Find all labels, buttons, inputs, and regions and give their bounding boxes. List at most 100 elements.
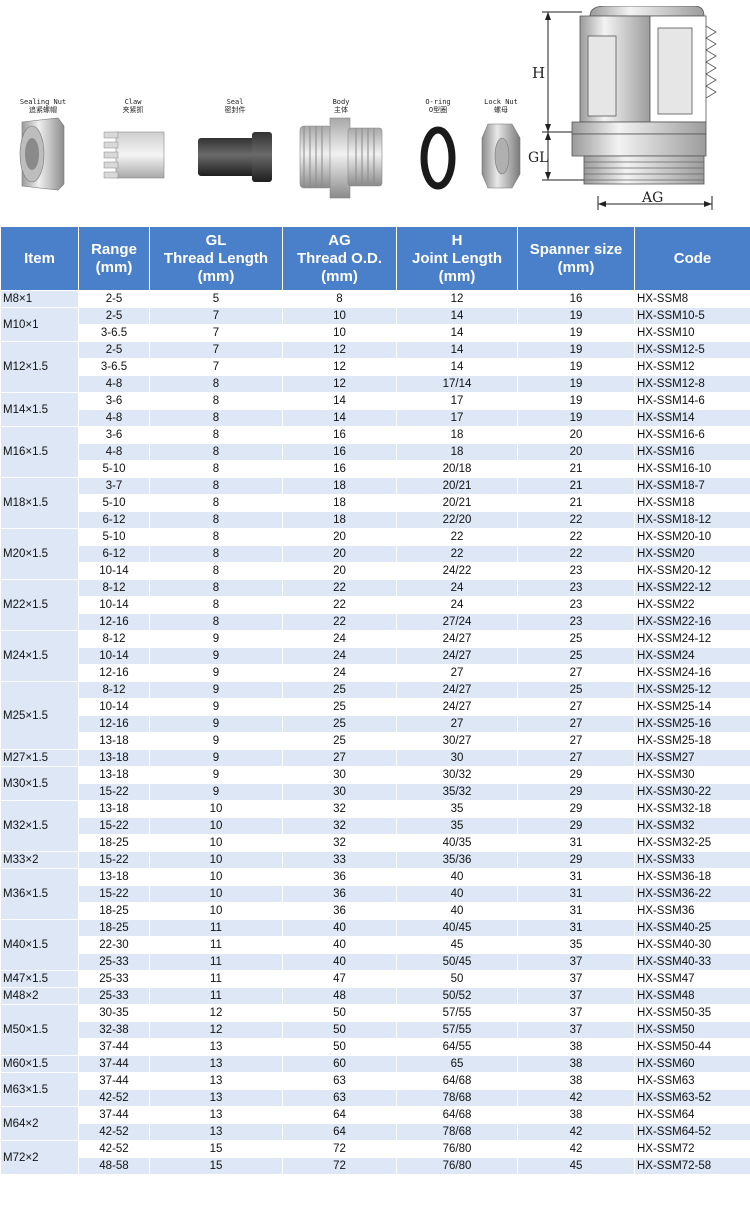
cell-code: HX-SSM40-25 <box>634 919 750 937</box>
table-row: 4-8 8 14 17 19 HX-SSM14 <box>1 409 750 427</box>
cell-gl: 10 <box>149 885 283 903</box>
cell-spanner: 19 <box>517 409 635 427</box>
cell-code: HX-SSM32-25 <box>634 834 750 852</box>
cell-spanner: 19 <box>517 307 635 325</box>
cell-ag: 64 <box>282 1123 397 1141</box>
cell-code: HX-SSM30-22 <box>634 783 750 801</box>
cell-gl: 8 <box>149 579 283 597</box>
cell-h: 76/80 <box>396 1157 518 1175</box>
cell-code: HX-SSM50-44 <box>634 1038 750 1056</box>
cell-ag: 40 <box>282 936 397 954</box>
cell-gl: 10 <box>149 902 283 920</box>
part-claw: Claw 夹紧抓 <box>98 98 168 192</box>
cell-h: 35/36 <box>396 851 518 869</box>
cell-item: M25×1.5 <box>0 681 79 750</box>
cell-gl: 13 <box>149 1123 283 1141</box>
cell-code: HX-SSM16 <box>634 443 750 461</box>
cell-code: HX-SSM12 <box>634 358 750 376</box>
cell-code: HX-SSM36-22 <box>634 885 750 903</box>
cell-item: M10×1 <box>0 307 79 342</box>
table-row: M20×1.5 5-10 8 20 22 22 HX-SSM20-10 <box>0 528 750 580</box>
cell-gl: 10 <box>149 834 283 852</box>
header-code: Code <box>634 226 750 291</box>
cell-h: 57/55 <box>396 1004 518 1022</box>
cell-gl: 11 <box>149 919 283 937</box>
cell-spanner: 42 <box>517 1140 635 1158</box>
part-label-cn: 追紧螺帽 <box>29 106 57 114</box>
cell-gl: 13 <box>149 1089 283 1107</box>
cell-ag: 25 <box>282 698 397 716</box>
cell-code: HX-SSM64-52 <box>634 1123 750 1141</box>
cell-spanner: 27 <box>517 715 635 733</box>
cell-code: HX-SSM20 <box>634 545 750 563</box>
table-row: 18-25 10 36 40 31 HX-SSM36 <box>1 902 750 920</box>
cell-ag: 32 <box>282 834 397 852</box>
cell-spanner: 31 <box>517 834 635 852</box>
table-row: 15-22 10 32 35 29 HX-SSM32 <box>1 817 750 835</box>
cell-gl: 5 <box>149 290 283 308</box>
table-row: 13-18 9 25 30/27 27 HX-SSM25-18 <box>1 732 750 750</box>
cell-gl: 8 <box>149 494 283 512</box>
cell-item: M72×2 <box>0 1140 79 1175</box>
cell-code: HX-SSM12-8 <box>634 375 750 393</box>
cell-spanner: 23 <box>517 613 635 631</box>
cell-code: HX-SSM16-10 <box>634 460 750 478</box>
product-illustration: Sealing Nut 追紧螺帽 Claw 夹紧抓 Seal <box>0 0 750 224</box>
cell-spanner: 27 <box>517 698 635 716</box>
cell-spanner: 42 <box>517 1089 635 1107</box>
cell-ag: 33 <box>282 851 397 869</box>
cell-spanner: 22 <box>517 545 635 563</box>
cell-ag: 18 <box>282 511 397 529</box>
cell-item: M64×2 <box>0 1106 79 1141</box>
cell-ag: 63 <box>282 1072 397 1090</box>
cell-gl: 8 <box>149 596 283 614</box>
cell-ag: 32 <box>282 800 397 818</box>
cell-item: M20×1.5 <box>0 528 79 580</box>
cell-spanner: 21 <box>517 494 635 512</box>
cell-gl: 8 <box>149 460 283 478</box>
cell-spanner: 38 <box>517 1038 635 1056</box>
cell-ag: 50 <box>282 1004 397 1022</box>
cell-range: 13-18 <box>78 749 150 767</box>
table-row: M64×2 37-44 13 64 64/68 38 HX-SSM64 <box>0 1106 750 1141</box>
cell-spanner: 21 <box>517 460 635 478</box>
cell-ag: 20 <box>282 545 397 563</box>
cell-h: 14 <box>396 307 518 325</box>
table-row: M32×1.5 13-18 10 32 35 29 HX-SSM32-18 <box>0 800 750 852</box>
ag-label: AG <box>641 190 663 206</box>
cell-h: 35 <box>396 817 518 835</box>
cell-spanner: 42 <box>517 1123 635 1141</box>
cell-gl: 8 <box>149 528 283 546</box>
cell-h: 27/24 <box>396 613 518 631</box>
cell-gl: 13 <box>149 1038 283 1056</box>
table-row: 3-6.5 7 10 14 19 HX-SSM10 <box>1 324 750 342</box>
cell-range: 6-12 <box>78 545 150 563</box>
cell-h: 50/52 <box>396 987 518 1005</box>
table-row: 3-6.5 7 12 14 19 HX-SSM12 <box>1 358 750 376</box>
cell-spanner: 37 <box>517 1004 635 1022</box>
table-row: 4-8 8 12 17/14 19 HX-SSM12-8 <box>1 375 750 393</box>
cell-ag: 30 <box>282 766 397 784</box>
cell-gl: 12 <box>149 1004 283 1022</box>
part-label-en: Body <box>332 98 350 106</box>
table-row: M10×1 2-5 7 10 14 19 HX-SSM10-5 <box>0 307 750 342</box>
cell-ag: 16 <box>282 443 397 461</box>
cell-spanner: 20 <box>517 443 635 461</box>
cell-code: HX-SSM25-16 <box>634 715 750 733</box>
cell-gl: 8 <box>149 477 283 495</box>
cell-code: HX-SSM27 <box>634 749 750 767</box>
spec-table: Item Range (mm) GL Thread Length (mm) AG Thr… <box>0 226 750 1175</box>
table-row: M25×1.5 8-12 9 25 24/27 25 HX-SSM25-12 <box>0 681 750 750</box>
cell-gl: 9 <box>149 766 283 784</box>
cell-spanner: 29 <box>517 817 635 835</box>
cell-code: HX-SSM24-12 <box>634 630 750 648</box>
cell-range: 12-16 <box>78 664 150 682</box>
table-row: M24×1.5 8-12 9 24 24/27 25 HX-SSM24-12 <box>0 630 750 682</box>
table-row: M50×1.5 30-35 12 50 57/55 37 HX-SSM50-35 <box>0 1004 750 1056</box>
cell-spanner: 27 <box>517 749 635 767</box>
cell-spanner: 37 <box>517 970 635 988</box>
cell-item: M33×2 <box>0 851 79 869</box>
table-row: 22-30 11 40 45 35 HX-SSM40-30 <box>1 936 750 954</box>
cell-ag: 18 <box>282 477 397 495</box>
cell-h: 64/68 <box>396 1106 518 1124</box>
